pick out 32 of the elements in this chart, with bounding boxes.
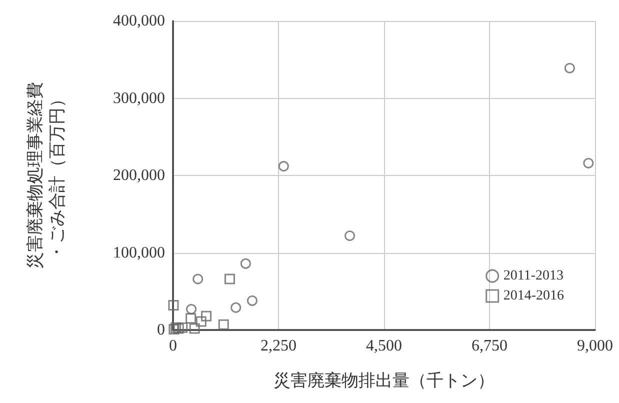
legend-label: 2011-2013 xyxy=(503,268,564,284)
point xyxy=(230,302,242,313)
y-tick-label: 300,000 xyxy=(113,90,165,107)
point xyxy=(224,274,235,284)
x-tick-label: 0 xyxy=(169,338,177,354)
x-tick-label: 9,000 xyxy=(577,338,613,354)
point xyxy=(344,230,356,241)
y-tick-label: 100,000 xyxy=(113,244,165,262)
point xyxy=(201,310,212,322)
point xyxy=(168,300,179,311)
point xyxy=(247,295,258,306)
point xyxy=(177,322,188,333)
y-tick-label: 0 xyxy=(157,322,165,338)
legend-label: 2014-2016 xyxy=(503,288,564,304)
y-tick-label: 200,000 xyxy=(113,167,165,184)
point xyxy=(240,258,251,269)
y-axis-title: 災害廃棄物処理事業経費・ごみ合計（百万円） xyxy=(26,82,66,269)
y-tick-label: 400,000 xyxy=(113,12,165,30)
point xyxy=(278,160,289,172)
point xyxy=(218,319,229,330)
point xyxy=(186,313,196,324)
x-tick-label: 2,250 xyxy=(260,338,296,354)
x-tick-label: 6,750 xyxy=(472,338,508,354)
point xyxy=(583,158,594,168)
x-axis-title: 災害廃棄物排出量（千トン） xyxy=(274,371,494,390)
point xyxy=(564,62,575,74)
point xyxy=(173,323,184,334)
point xyxy=(196,316,206,327)
point xyxy=(186,304,197,314)
point xyxy=(189,323,200,334)
x-tick-label: 4,500 xyxy=(366,338,402,354)
point xyxy=(192,274,204,284)
